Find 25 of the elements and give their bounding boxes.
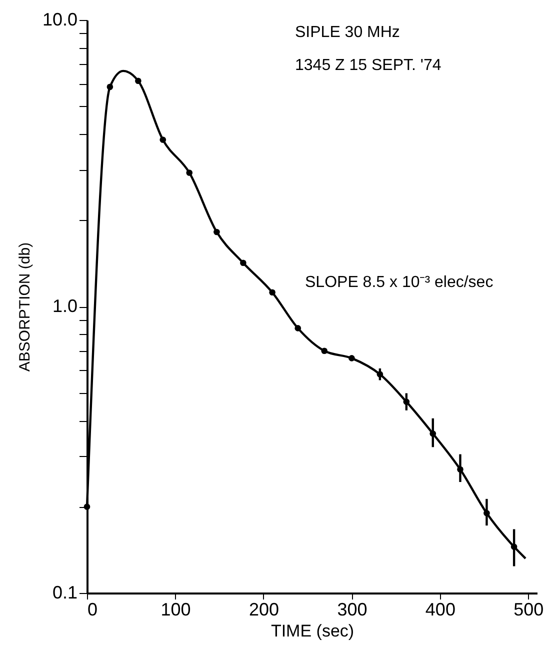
x-tick-label: 400 <box>425 600 456 620</box>
annotation: SLOPE 8.5 x 10⁻³ elec/sec <box>305 274 494 291</box>
annotation: SIPLE 30 MHz <box>295 24 400 41</box>
x-tick-label: 100 <box>160 600 191 620</box>
point <box>321 348 328 354</box>
x-tick-label: 500 <box>514 600 544 620</box>
point <box>240 260 246 266</box>
y-tick-label: 10.0 <box>42 10 78 30</box>
point <box>84 504 90 510</box>
point <box>294 325 302 332</box>
x-tick-label: 200 <box>248 600 279 620</box>
point <box>269 289 276 296</box>
y-tick-label: 0.1 <box>52 582 78 602</box>
x-tick-label: 0 <box>88 600 98 620</box>
point <box>348 355 355 362</box>
y-tick-label: 1.0 <box>52 296 78 316</box>
y-axis-title: ABSORPTION (db) <box>16 242 34 372</box>
point <box>106 84 114 90</box>
point <box>214 228 220 236</box>
point <box>160 136 166 143</box>
point <box>135 78 142 84</box>
x-axis-title: TIME (sec) <box>270 622 354 640</box>
annotation: 1345 Z 15 SEPT. '74 <box>295 57 442 74</box>
point <box>186 170 193 176</box>
x-tick-label: 300 <box>337 600 368 620</box>
